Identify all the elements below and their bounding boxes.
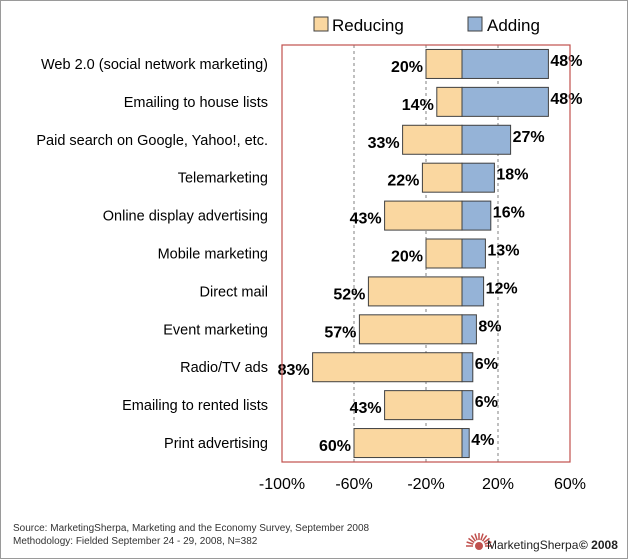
value-label-reducing-0: 20% — [391, 59, 423, 76]
x-tick-label-2: -20% — [407, 476, 444, 493]
bar-reducing-4 — [384, 200, 463, 231]
category-label-6: Direct mail — [200, 284, 268, 300]
value-label-adding-3: 18% — [496, 167, 528, 184]
bar-reducing-8 — [312, 352, 463, 383]
value-label-adding-7: 8% — [478, 318, 501, 335]
bar-reducing-10 — [353, 428, 463, 459]
value-label-reducing-4: 43% — [350, 211, 382, 228]
x-tick-label-4: 60% — [554, 476, 586, 493]
value-label-reducing-6: 52% — [333, 286, 365, 303]
bar-adding-2 — [461, 124, 512, 155]
brand-copyright: © 2008 — [579, 538, 618, 552]
category-label-3: Telemarketing — [178, 171, 268, 187]
value-labels: 20% 48% 14% 48% 33% 27% 22% 18% 43% 16% 20% 13% 52% 1… — [278, 53, 583, 455]
value-label-reducing-3: 22% — [387, 173, 419, 190]
value-label-adding-8: 6% — [475, 356, 498, 373]
bar-adding-3 — [461, 162, 495, 193]
bar-reducing-1 — [436, 86, 463, 117]
legend-swatch-reducing — [313, 16, 329, 32]
value-label-adding-6: 12% — [486, 280, 518, 297]
x-tick-label-3: 20% — [482, 476, 514, 493]
value-label-reducing-8: 83% — [278, 362, 310, 379]
legend: Reducing Adding — [313, 16, 540, 35]
value-label-adding-9: 6% — [475, 394, 498, 411]
category-label-0: Web 2.0 (social network marketing) — [41, 57, 268, 73]
bar-adding-10 — [461, 428, 470, 459]
bars — [312, 48, 549, 459]
logo-ray-1 — [466, 541, 474, 545]
bar-adding-0 — [461, 48, 549, 79]
bar-reducing-7 — [358, 314, 463, 345]
value-label-reducing-10: 60% — [319, 438, 351, 455]
category-labels: Web 2.0 (social network marketing) Emaili… — [36, 57, 268, 452]
x-axis-tick-labels: -100% -60% -20% 20% 60% — [259, 476, 586, 493]
legend-swatch-adding — [467, 16, 483, 32]
bar-adding-5 — [461, 238, 486, 269]
bar-reducing-9 — [384, 390, 463, 421]
bar-adding-8 — [461, 352, 474, 383]
bar-reducing-0 — [425, 48, 463, 79]
bar-adding-4 — [461, 200, 492, 231]
logo-core — [475, 542, 483, 550]
value-label-reducing-2: 33% — [368, 135, 400, 152]
logo-ray-3 — [470, 535, 477, 542]
value-label-reducing-7: 57% — [324, 324, 356, 341]
value-label-reducing-1: 14% — [402, 97, 434, 114]
category-label-7: Event marketing — [163, 322, 268, 338]
value-label-adding-4: 16% — [493, 205, 525, 222]
logo-ray-9 — [484, 541, 492, 545]
logo-ray-4 — [474, 533, 478, 541]
value-label-adding-5: 13% — [487, 243, 519, 260]
value-label-adding-2: 27% — [513, 129, 545, 146]
legend-label-reducing: Reducing — [332, 16, 404, 35]
plot-area-border — [281, 44, 571, 463]
category-label-9: Emailing to rented lists — [122, 398, 268, 414]
x-tick-label-1: -60% — [335, 476, 372, 493]
logo-ray-6 — [480, 533, 484, 541]
bar-reducing-2 — [402, 124, 463, 155]
logo-ray-2 — [468, 537, 475, 544]
category-label-8: Radio/TV ads — [180, 360, 268, 376]
x-tick-label-0: -100% — [259, 476, 305, 493]
footer-methodology: Methodology: Fielded September 24 - 29, … — [13, 536, 258, 547]
value-label-adding-10: 4% — [471, 432, 494, 449]
bar-reducing-3 — [421, 162, 463, 193]
category-label-10: Print advertising — [164, 436, 268, 452]
bar-adding-6 — [461, 276, 485, 307]
category-label-4: Online display advertising — [103, 209, 268, 225]
logo-ray-7 — [481, 535, 488, 542]
bar-adding-1 — [461, 86, 549, 117]
category-label-1: Emailing to house lists — [124, 95, 268, 111]
value-label-reducing-9: 43% — [350, 400, 382, 417]
bar-adding-7 — [461, 314, 477, 345]
footer-source: Source: MarketingSherpa, Marketing and t… — [13, 523, 370, 534]
value-label-adding-1: 48% — [550, 91, 582, 108]
value-label-adding-0: 48% — [550, 53, 582, 70]
bar-reducing-6 — [367, 276, 463, 307]
logo-ray-8 — [483, 537, 490, 544]
category-label-2: Paid search on Google, Yahoo!, etc. — [36, 133, 268, 149]
bar-reducing-5 — [425, 238, 463, 269]
sunburst-logo-icon — [466, 533, 492, 550]
legend-label-adding: Adding — [487, 16, 540, 35]
brand-name: MarketingSherpa — [487, 538, 579, 552]
bar-adding-9 — [461, 390, 474, 421]
value-label-reducing-5: 20% — [391, 249, 423, 266]
category-label-5: Mobile marketing — [158, 247, 268, 263]
